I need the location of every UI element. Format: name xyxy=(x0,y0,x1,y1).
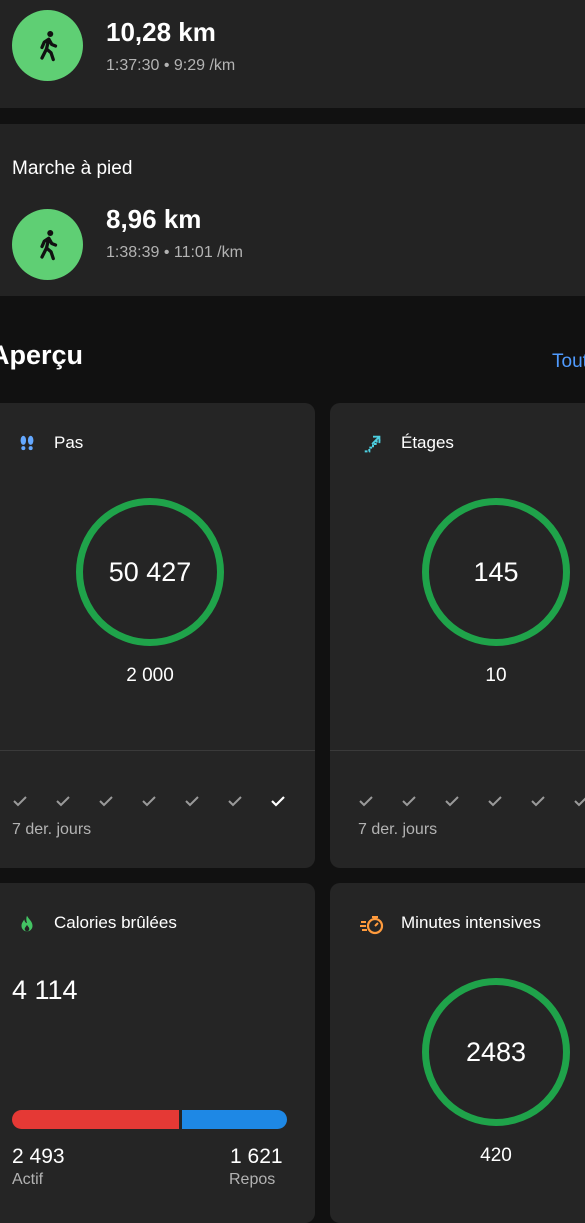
week-checks xyxy=(12,793,313,809)
section-title: Aperçu xyxy=(0,340,84,370)
activity-card[interactable]: 10,28 km 1:37:30 • 9:29 /km xyxy=(0,0,585,108)
check-icon xyxy=(444,793,487,809)
progress-ring: 2483 xyxy=(422,978,570,1126)
check-icon xyxy=(12,793,55,809)
days-label: 7 der. jours xyxy=(12,821,92,838)
steps-tile[interactable]: Pas 50 427 2 000 7 der. jours xyxy=(0,403,315,868)
check-icon xyxy=(98,793,141,809)
check-icon xyxy=(401,793,444,809)
check-icon xyxy=(573,793,585,809)
activity-details: 1:38:39 • 11:01 /km xyxy=(106,244,243,261)
steps-value: 50 427 xyxy=(108,556,192,587)
stairs-icon xyxy=(362,433,386,457)
tile-title: Minutes intensives xyxy=(401,913,541,932)
check-icon xyxy=(270,793,313,809)
walking-icon xyxy=(12,10,83,81)
stopwatch-icon xyxy=(360,913,384,937)
calories-active-value: 2 493 xyxy=(12,1145,65,1168)
floors-goal: 10 xyxy=(485,665,507,686)
activity-distance: 10,28 km xyxy=(106,17,216,47)
calories-rest-label: Repos xyxy=(229,1171,276,1188)
intensity-value: 2483 xyxy=(465,1036,527,1067)
check-icon xyxy=(358,793,401,809)
check-icon xyxy=(487,793,530,809)
calories-tile[interactable]: Calories brûlées 4 114 2 493 Actif 1 621… xyxy=(0,883,315,1223)
divider xyxy=(0,750,315,751)
activity-card[interactable]: Marche à pied 8,96 km 1:38:39 • 11:01 /k… xyxy=(0,124,585,296)
progress-ring: 145 xyxy=(422,498,570,646)
tile-title: Pas xyxy=(54,433,84,452)
activity-details: 1:37:30 • 9:29 /km xyxy=(106,57,236,74)
activity-distance: 8,96 km xyxy=(106,204,202,234)
walking-icon xyxy=(12,209,83,280)
calories-split-bar xyxy=(12,1110,287,1129)
check-icon xyxy=(141,793,184,809)
calories-rest-segment xyxy=(181,1110,287,1129)
progress-ring: 50 427 xyxy=(76,498,224,646)
check-icon xyxy=(227,793,270,809)
check-icon xyxy=(184,793,227,809)
calories-value: 4 114 xyxy=(12,975,78,1005)
tile-title: Étages xyxy=(401,433,454,452)
steps-goal: 2 000 xyxy=(126,665,174,686)
days-label: 7 der. jours xyxy=(358,821,438,838)
intensity-minutes-tile[interactable]: Minutes intensives 2483 420 xyxy=(330,883,585,1223)
calories-active-segment xyxy=(12,1110,179,1129)
check-icon xyxy=(530,793,573,809)
calories-rest-value: 1 621 xyxy=(230,1145,283,1168)
see-all-link[interactable]: Tout xyxy=(552,351,585,372)
footprints-icon xyxy=(16,433,40,457)
check-icon xyxy=(55,793,98,809)
intensity-goal: 420 xyxy=(480,1145,512,1166)
week-checks xyxy=(358,793,585,809)
flame-icon xyxy=(16,913,40,937)
activity-type-label: Marche à pied xyxy=(12,158,133,179)
calories-active-label: Actif xyxy=(12,1171,44,1188)
floors-value: 145 xyxy=(473,556,519,587)
divider xyxy=(330,750,585,751)
floors-tile[interactable]: Étages 145 10 7 der. jours xyxy=(330,403,585,868)
tile-title: Calories brûlées xyxy=(54,913,177,932)
